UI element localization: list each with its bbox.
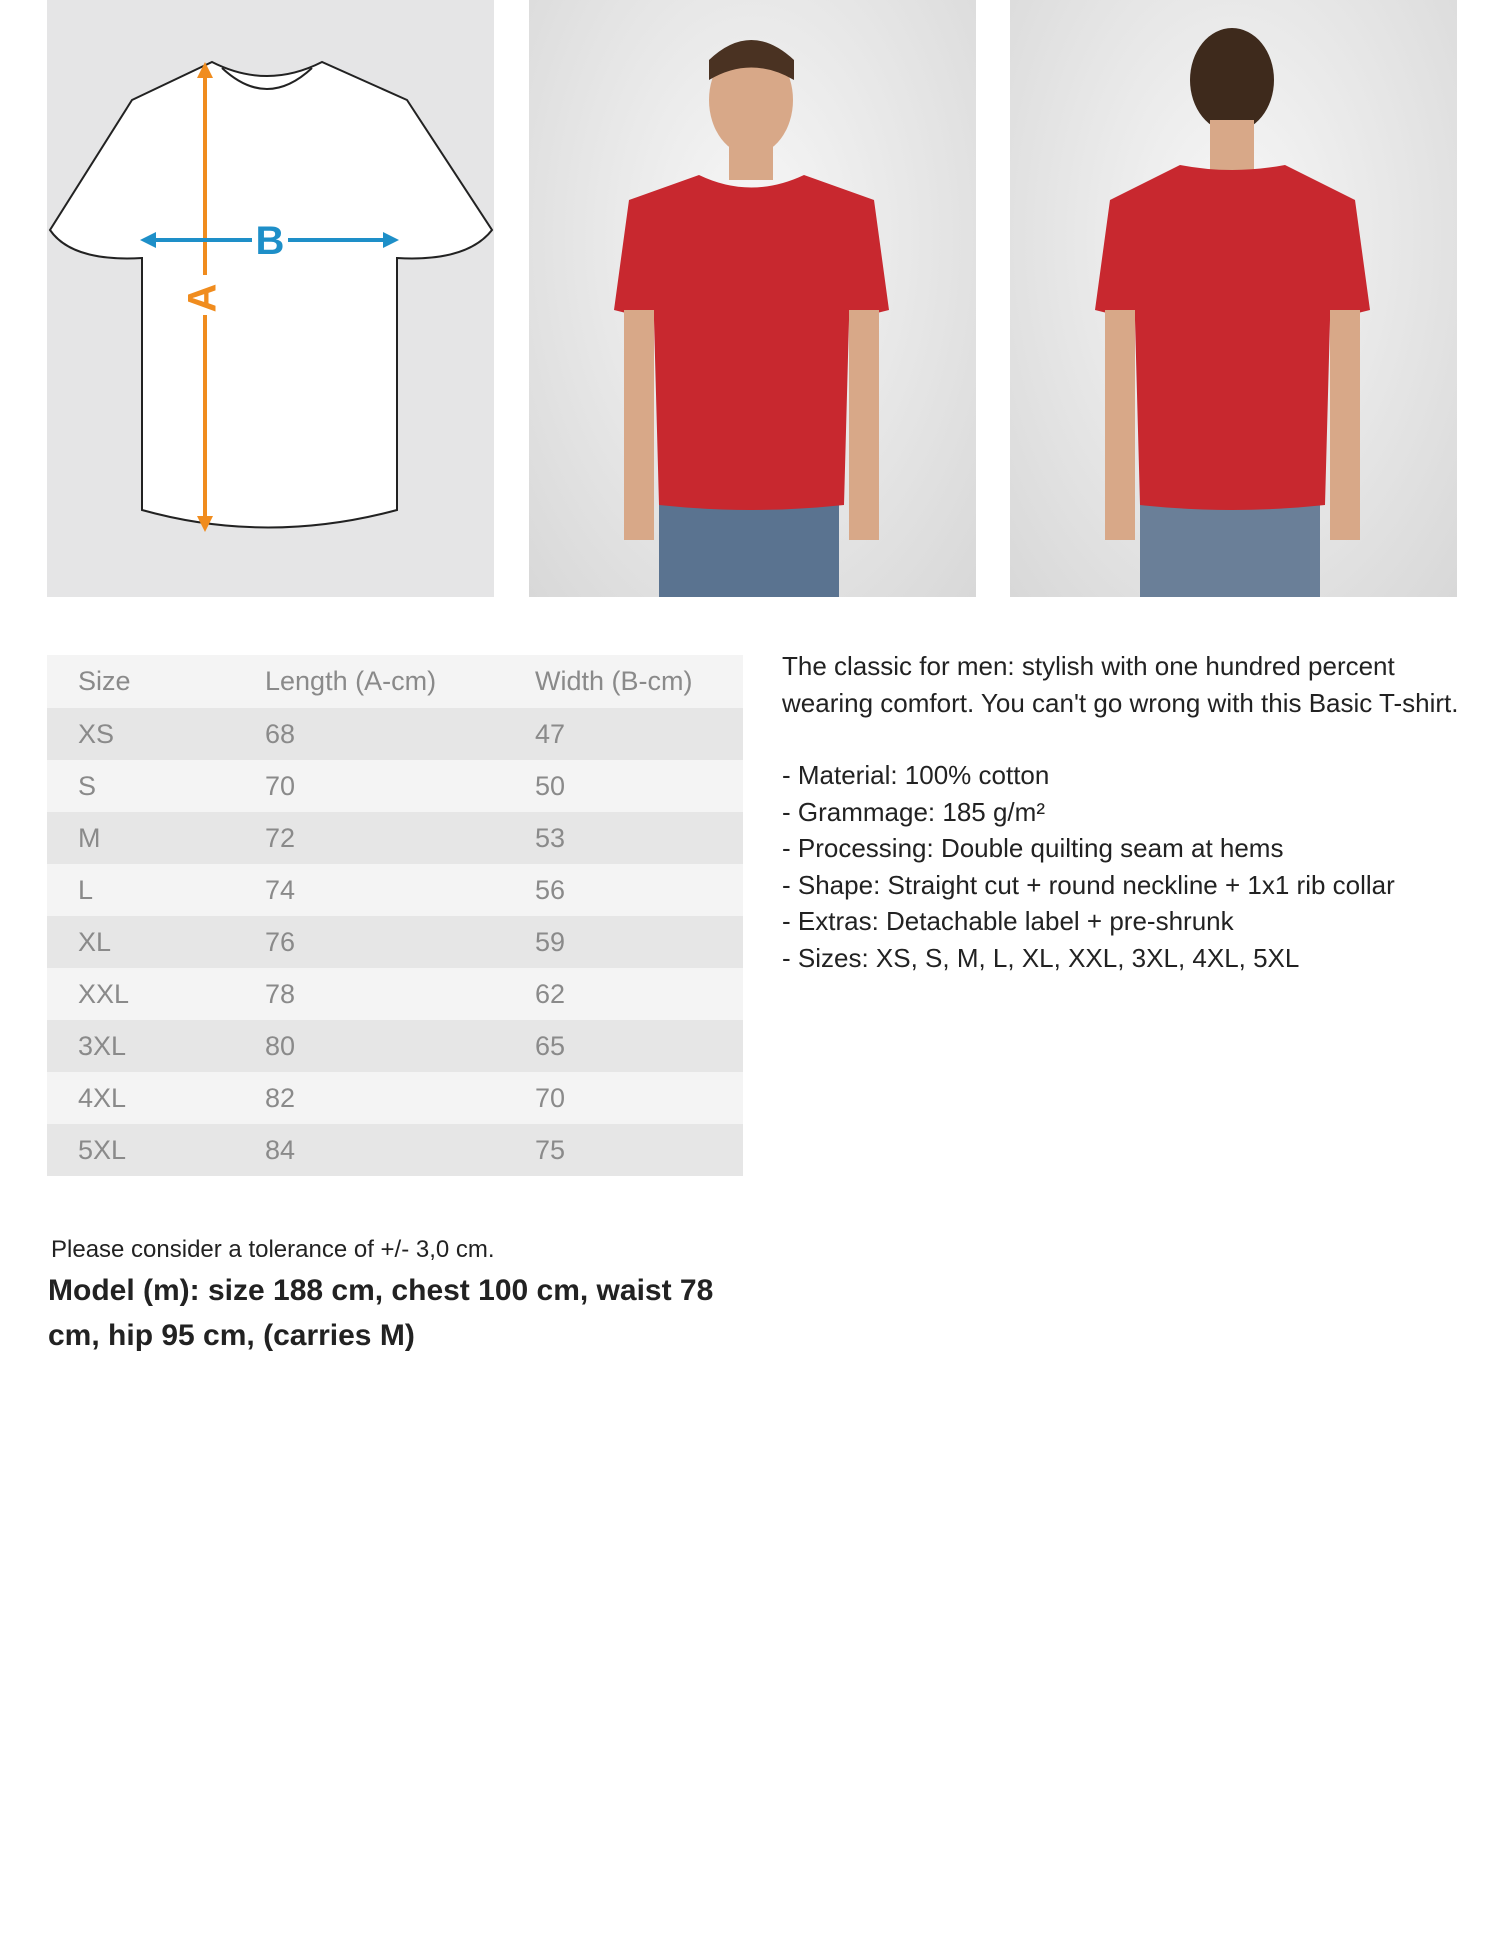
- feature-item: - Shape: Straight cut + round neckline +…: [782, 869, 1395, 900]
- cell-size: S: [78, 770, 97, 801]
- model-front-photo: [529, 0, 976, 597]
- header-width: Width (B-cm): [535, 666, 693, 696]
- table-row: M 72 53: [47, 812, 743, 864]
- feature-item: - Grammage: 185 g/m²: [782, 796, 1045, 827]
- cell-width: 75: [535, 1134, 566, 1165]
- label-a: A: [181, 284, 225, 313]
- header-size: Size: [78, 666, 131, 696]
- table-row: L 74 56: [47, 864, 743, 916]
- table-row: 4XL 82 70: [47, 1072, 743, 1124]
- cell-width: 53: [535, 822, 566, 853]
- table-row: XS 68 47: [47, 708, 743, 760]
- label-b: B: [256, 219, 285, 263]
- cell-width: 70: [535, 1082, 566, 1113]
- table-header: Size Length (A-cm) Width (B-cm): [47, 655, 743, 708]
- feature-item: - Sizes: XS, S, M, L, XL, XXL, 3XL, 4XL,…: [782, 942, 1300, 973]
- cell-length: 80: [265, 1030, 296, 1061]
- cell-length: 84: [265, 1134, 296, 1165]
- tolerance-note: Please consider a tolerance of +/- 3,0 c…: [51, 1236, 495, 1263]
- cell-length: 74: [265, 874, 296, 905]
- cell-size: 5XL: [78, 1134, 127, 1165]
- cell-length: 70: [265, 770, 296, 801]
- cell-size: XL: [78, 926, 112, 957]
- cell-width: 50: [535, 770, 566, 801]
- size-table: Size Length (A-cm) Width (B-cm) XS 68 47 S…: [47, 655, 743, 1176]
- cell-length: 68: [265, 718, 296, 749]
- feature-item: - Extras: Detachable label + pre-shrunk: [782, 906, 1234, 936]
- cell-size: L: [78, 874, 94, 905]
- cell-length: 78: [265, 978, 296, 1009]
- table-row: XL 76 59: [47, 916, 743, 968]
- cell-length: 76: [265, 926, 296, 957]
- cell-size: M: [78, 822, 101, 853]
- cell-width: 65: [535, 1030, 566, 1061]
- cell-width: 62: [535, 978, 566, 1009]
- size-diagram: A B: [47, 0, 494, 597]
- model-info: Model (m): size 188 cm, chest 100 cm, wa…: [48, 1274, 714, 1352]
- model-back-photo: [1010, 0, 1457, 597]
- table-row: S 70 50: [47, 760, 743, 812]
- feature-item: - Material: 100% cotton: [782, 760, 1050, 790]
- description-intro: The classic for men: stylish with one hu…: [782, 651, 1459, 718]
- feature-item: - Processing: Double quilting seam at he…: [782, 833, 1284, 863]
- table-row: XXL 78 62: [47, 968, 743, 1020]
- cell-width: 59: [535, 926, 566, 957]
- product-description: The classic for men: stylish with one hu…: [782, 648, 1482, 976]
- cell-width: 56: [535, 874, 566, 905]
- cell-size: XS: [78, 718, 115, 749]
- cell-length: 82: [265, 1082, 296, 1113]
- table-row: 3XL 80 65: [47, 1020, 743, 1072]
- table-row: 5XL 84 75: [47, 1124, 743, 1176]
- cell-size: 3XL: [78, 1030, 127, 1061]
- cell-width: 47: [535, 718, 566, 749]
- cell-size: 4XL: [78, 1082, 127, 1113]
- tshirt-outline: [48, 60, 494, 529]
- header-length: Length (A-cm): [265, 666, 437, 696]
- cell-length: 72: [265, 822, 296, 853]
- cell-size: XXL: [78, 978, 130, 1009]
